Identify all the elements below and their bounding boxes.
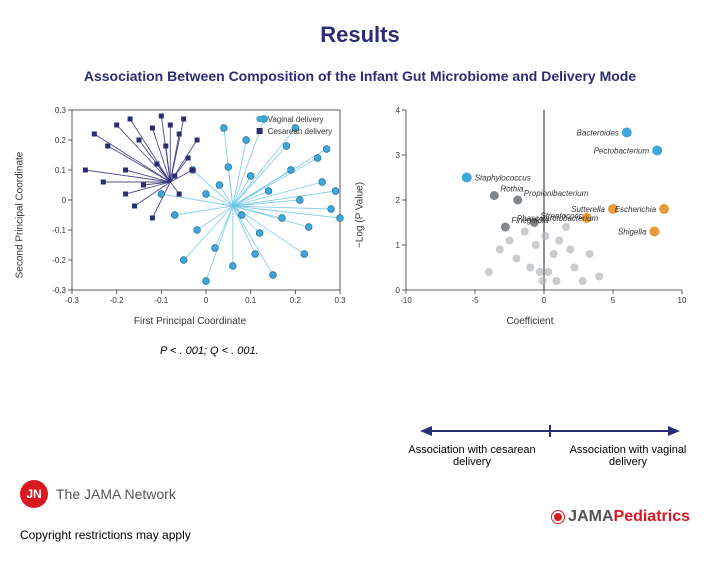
pca-y-label: Second Principal Coordinate <box>15 151 26 278</box>
svg-text:-0.3: -0.3 <box>52 286 66 295</box>
pediatrics-dot-icon <box>552 511 564 523</box>
footer-right: JAMAPediatrics <box>552 508 690 526</box>
svg-text:-0.2: -0.2 <box>52 256 66 265</box>
svg-text:0.2: 0.2 <box>55 136 67 145</box>
assoc-right-label: Association with vaginal delivery <box>556 444 700 468</box>
svg-text:1: 1 <box>396 241 401 250</box>
svg-text:Vaginal delivery: Vaginal delivery <box>268 115 324 124</box>
svg-text:0.3: 0.3 <box>334 296 346 305</box>
svg-text:5: 5 <box>611 296 616 305</box>
svg-text:0.1: 0.1 <box>245 296 257 305</box>
page-subtitle: Association Between Composition of the I… <box>0 68 720 84</box>
svg-text:Sutterella: Sutterella <box>571 205 605 214</box>
svg-text:0: 0 <box>204 296 209 305</box>
svg-text:0: 0 <box>396 286 401 295</box>
svg-text:-10: -10 <box>400 296 412 305</box>
p-value-note: P < . 001; Q < . 001. <box>160 345 720 357</box>
pediatrics-suffix: Pediatrics <box>614 508 690 525</box>
svg-text:0.2: 0.2 <box>290 296 302 305</box>
svg-text:-0.2: -0.2 <box>110 296 124 305</box>
page-title: Results <box>0 22 720 48</box>
pca-svg: -0.3 -0.2 -0.1 0 0.1 0.2 0.3 -0.3 -0.2 -0.1 0 0.1 0.… <box>30 102 350 312</box>
svg-text:3: 3 <box>396 151 401 160</box>
svg-text:-0.1: -0.1 <box>52 226 66 235</box>
svg-text:-5: -5 <box>471 296 479 305</box>
volcano-svg: -10-5051001234RothiaPropionibacteriumStr… <box>370 102 690 312</box>
svg-text:0: 0 <box>62 196 67 205</box>
svg-text:Bacteroides: Bacteroides <box>577 129 619 138</box>
svg-text:0.3: 0.3 <box>55 106 67 115</box>
footer-left: JN The JAMA Network Copyright restrictio… <box>20 480 191 542</box>
svg-text:Rothia: Rothia <box>500 185 524 194</box>
volcano-x-label: Coefficient <box>370 316 690 327</box>
svg-text:Escherichia: Escherichia <box>615 205 657 214</box>
svg-text:Cesarean delivery: Cesarean delivery <box>268 127 332 136</box>
svg-text:Phascolarctobacterium: Phascolarctobacterium <box>517 214 599 223</box>
svg-text:-0.1: -0.1 <box>154 296 168 305</box>
svg-text:Pectobacterium: Pectobacterium <box>594 147 650 156</box>
svg-text:-0.3: -0.3 <box>65 296 79 305</box>
association-arrow-block: Association with cesarean delivery Assoc… <box>400 422 700 468</box>
svg-text:4: 4 <box>396 106 401 115</box>
jn-badge-icon: JN <box>20 480 48 508</box>
pca-chart: Second Principal Coordinate -0.3-0.2-0.1… <box>30 102 350 327</box>
pca-x-label: First Principal Coordinate <box>30 316 350 327</box>
charts-row: Second Principal Coordinate -0.3 -0.2 -0.1… <box>0 102 720 327</box>
assoc-left-label: Association with cesarean delivery <box>400 444 544 468</box>
svg-text:2: 2 <box>396 196 401 205</box>
svg-text:0.1: 0.1 <box>55 166 67 175</box>
volcano-y-label: −Log (P Value) <box>355 181 366 247</box>
svg-text:Staphylococcus: Staphylococcus <box>475 174 531 183</box>
svg-text:0: 0 <box>542 296 547 305</box>
jn-text: The JAMA Network <box>56 486 176 502</box>
svg-text:Shigella: Shigella <box>618 228 647 237</box>
svg-text:10: 10 <box>678 296 687 305</box>
jama-pediatrics-logo: JAMAPediatrics <box>568 508 690 526</box>
volcano-chart: −Log (P Value) -10-5051001234RothiaPropi… <box>370 102 690 327</box>
association-arrow-icon <box>420 422 680 440</box>
jama-network-logo: JN The JAMA Network <box>20 480 191 508</box>
pediatrics-prefix: JAMA <box>568 508 613 525</box>
svg-text:Propionibacterium: Propionibacterium <box>524 189 589 198</box>
